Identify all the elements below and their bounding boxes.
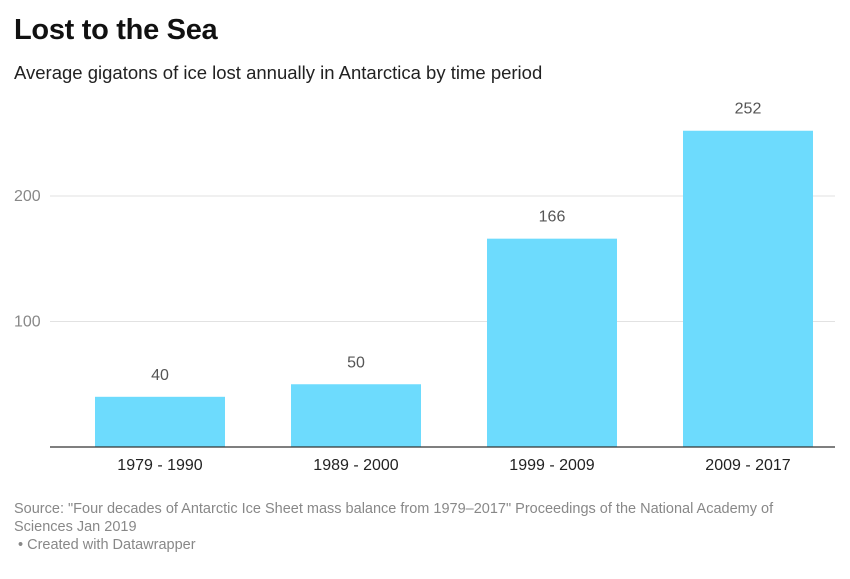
bar-1 bbox=[95, 396, 225, 447]
chart-title: Lost to the Sea bbox=[14, 14, 218, 46]
chart-notes: Source: "Four decades of Antarctic Ice S… bbox=[14, 500, 834, 554]
bar-2 bbox=[291, 384, 421, 447]
bar-4 bbox=[683, 130, 813, 448]
bar-chart: 100 200 40 1979 - 1990 50 1989 - 2000 166 1999… bbox=[14, 101, 835, 474]
value-label: 252 bbox=[735, 101, 762, 118]
x-tick-label: 1989 - 2000 bbox=[313, 457, 399, 474]
bar-3 bbox=[487, 238, 617, 447]
source-note: Source: "Four decades of Antarctic Ice S… bbox=[14, 501, 774, 535]
y-tick-label: 100 bbox=[14, 314, 41, 331]
value-label: 40 bbox=[151, 367, 169, 384]
x-tick-label: 1979 - 1990 bbox=[117, 457, 203, 474]
value-label: 50 bbox=[347, 354, 365, 371]
x-tick-label: 2009 - 2017 bbox=[705, 457, 791, 474]
bars bbox=[95, 130, 813, 448]
labels: 40 1979 - 1990 50 1989 - 2000 166 1999 - 2009… bbox=[117, 101, 791, 474]
credit-note: • Created with Datawrapper bbox=[18, 537, 196, 553]
chart-subtitle: Average gigatons of ice lost annually in… bbox=[14, 62, 543, 83]
y-tick-label: 200 bbox=[14, 188, 41, 205]
value-label: 166 bbox=[539, 209, 566, 226]
x-tick-label: 1999 - 2009 bbox=[509, 457, 595, 474]
